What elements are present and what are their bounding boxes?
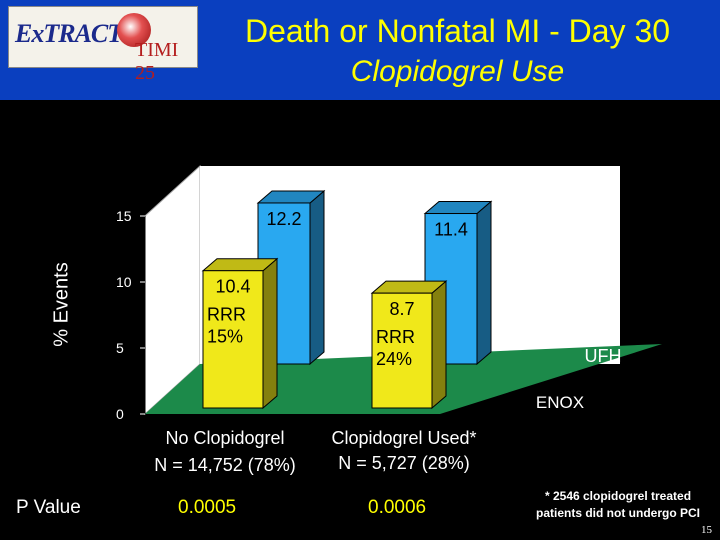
y-tick-label: 10 [116,274,132,290]
rrr-label: 24% [376,349,412,369]
slide-title: Death or Nonfatal MI - Day 30 [244,13,671,49]
y-tick-label: 15 [116,208,132,224]
rrr-label: 15% [207,327,243,347]
category-label: No Clopidogrel [165,428,285,448]
bar-value-label: 11.4 [434,220,468,240]
extract-timi-logo: ExTRACT TIMI 25 [8,6,198,84]
footnote-line: * 2546 clopidogrel treated [544,489,692,503]
y-axis-label: % Events [50,262,73,347]
p-value: 0.0006 [368,497,427,518]
logo-text: ExTRACT [15,19,123,48]
legend-enox-label: ENOX [536,393,584,412]
bar-value-label: 12.2 [266,209,301,229]
bar-ufh-side [309,189,325,366]
category-label: Clopidogrel Used* [331,428,477,448]
bar-enox-side [262,257,278,410]
bar-value-label: 8.7 [389,299,414,319]
globe-icon [117,13,151,47]
y-tick-label: 0 [116,406,124,422]
y-tick-label: 5 [116,340,124,356]
p-value-label: P Value [16,497,81,518]
rrr-label: RRR [376,327,415,347]
category-n-label: N = 5,727 (28%) [338,453,470,473]
footnote: * 2546 clopidogrel treated patients did … [520,488,716,522]
footnote-line: patients did not undergo PCI [536,506,700,520]
legend-ufh-label: UFH [585,346,622,366]
p-value: 0.0005 [178,497,237,518]
slide-subtitle: Clopidogrel Use [350,55,565,88]
category-n-label: N = 14,752 (78%) [154,455,296,475]
bar-enox-side [431,280,447,410]
rrr-label: RRR [207,305,246,325]
logo-subtext: TIMI 25 [135,39,179,84]
slide-number: 15 [701,524,712,536]
bar-enox [371,292,433,409]
bar-enox [202,270,264,409]
bar-ufh-side [476,200,492,366]
bar-value-label: 10.4 [215,277,250,297]
